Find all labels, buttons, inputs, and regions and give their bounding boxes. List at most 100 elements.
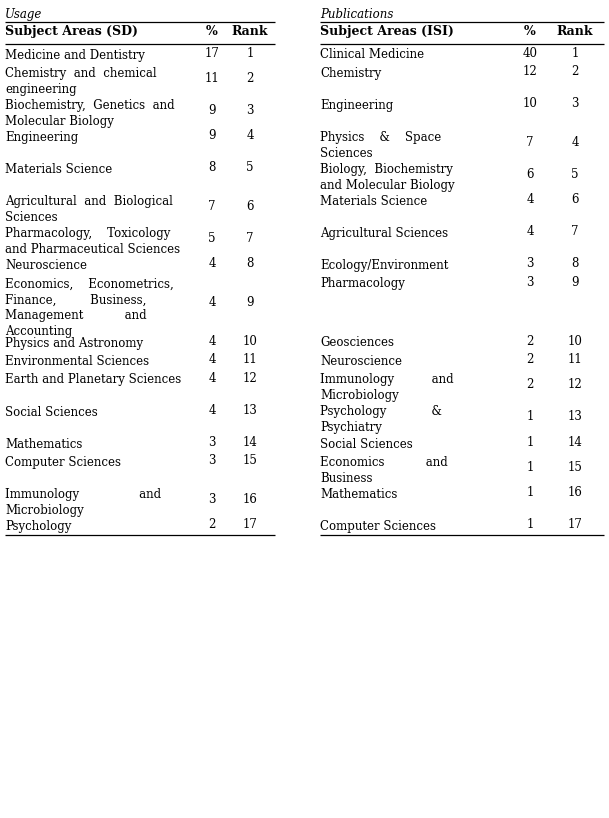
- Text: 4: 4: [246, 129, 254, 142]
- Text: 7: 7: [571, 225, 579, 238]
- Text: 11: 11: [242, 353, 258, 366]
- Text: 2: 2: [571, 65, 579, 79]
- Text: %: %: [206, 25, 218, 38]
- Text: 1: 1: [526, 486, 533, 499]
- Text: 4: 4: [208, 353, 216, 366]
- Text: 4: 4: [208, 296, 216, 309]
- Text: Biology,  Biochemistry
and Molecular Biology: Biology, Biochemistry and Molecular Biol…: [320, 163, 455, 192]
- Text: Physics    &    Space
Sciences: Physics & Space Sciences: [320, 131, 442, 160]
- Text: 3: 3: [246, 104, 254, 117]
- Text: Engineering: Engineering: [5, 131, 78, 144]
- Text: Neuroscience: Neuroscience: [320, 355, 402, 368]
- Text: 15: 15: [568, 461, 582, 474]
- Text: Chemistry  and  chemical
engineering: Chemistry and chemical engineering: [5, 67, 157, 96]
- Text: 16: 16: [242, 493, 258, 506]
- Text: 10: 10: [568, 335, 582, 348]
- Text: 1: 1: [571, 47, 579, 60]
- Text: 12: 12: [242, 371, 258, 384]
- Text: Rank: Rank: [557, 25, 593, 38]
- Text: 9: 9: [246, 296, 254, 309]
- Text: 17: 17: [568, 519, 582, 531]
- Text: Immunology                and
Microbiology: Immunology and Microbiology: [5, 488, 161, 517]
- Text: 7: 7: [526, 136, 533, 149]
- Text: Computer Sciences: Computer Sciences: [320, 520, 436, 533]
- Text: Neuroscience: Neuroscience: [5, 259, 87, 272]
- Text: 6: 6: [571, 193, 579, 206]
- Text: 9: 9: [208, 104, 216, 117]
- Text: 14: 14: [242, 436, 258, 449]
- Text: Computer Sciences: Computer Sciences: [5, 456, 121, 469]
- Text: Immunology          and
Microbiology: Immunology and Microbiology: [320, 374, 454, 402]
- Text: Mathematics: Mathematics: [320, 488, 398, 501]
- Text: 3: 3: [208, 454, 216, 467]
- Text: 1: 1: [526, 461, 533, 474]
- Text: 5: 5: [208, 232, 216, 245]
- Text: 6: 6: [246, 200, 254, 213]
- Text: 2: 2: [526, 335, 533, 348]
- Text: 1: 1: [526, 411, 533, 424]
- Text: 17: 17: [242, 519, 258, 531]
- Text: Psychology            &
Psychiatry: Psychology & Psychiatry: [320, 406, 442, 434]
- Text: Biochemistry,  Genetics  and
Molecular Biology: Biochemistry, Genetics and Molecular Bio…: [5, 99, 175, 128]
- Text: Medicine and Dentistry: Medicine and Dentistry: [5, 48, 145, 61]
- Text: 10: 10: [523, 97, 537, 110]
- Text: Physics and Astronomy: Physics and Astronomy: [5, 336, 143, 349]
- Text: 3: 3: [526, 257, 533, 270]
- Text: 14: 14: [568, 436, 582, 449]
- Text: 3: 3: [571, 97, 579, 110]
- Text: Subject Areas (ISI): Subject Areas (ISI): [320, 25, 454, 38]
- Text: Rank: Rank: [232, 25, 268, 38]
- Text: Economics           and
Business: Economics and Business: [320, 456, 448, 485]
- Text: Materials Science: Materials Science: [5, 163, 112, 176]
- Text: 11: 11: [205, 72, 219, 85]
- Text: 4: 4: [208, 257, 216, 270]
- Text: 5: 5: [571, 168, 579, 181]
- Text: Ecology/Environment: Ecology/Environment: [320, 259, 448, 272]
- Text: 4: 4: [526, 193, 533, 206]
- Text: Agricultural  and  Biological
Sciences: Agricultural and Biological Sciences: [5, 195, 173, 224]
- Text: 8: 8: [246, 257, 254, 270]
- Text: 1: 1: [246, 47, 254, 60]
- Text: Social Sciences: Social Sciences: [5, 406, 98, 419]
- Text: Environmental Sciences: Environmental Sciences: [5, 355, 149, 368]
- Text: 4: 4: [208, 404, 216, 416]
- Text: 17: 17: [205, 47, 219, 60]
- Text: 12: 12: [523, 65, 537, 79]
- Text: Social Sciences: Social Sciences: [320, 438, 413, 451]
- Text: 9: 9: [208, 129, 216, 142]
- Text: 11: 11: [568, 353, 582, 366]
- Text: 4: 4: [208, 371, 216, 384]
- Text: 8: 8: [208, 161, 216, 174]
- Text: 3: 3: [208, 436, 216, 449]
- Text: 6: 6: [526, 168, 533, 181]
- Text: 4: 4: [571, 136, 579, 149]
- Text: 7: 7: [208, 200, 216, 213]
- Text: 2: 2: [526, 353, 533, 366]
- Text: Subject Areas (SD): Subject Areas (SD): [5, 25, 138, 38]
- Text: 2: 2: [246, 72, 254, 85]
- Text: Geosciences: Geosciences: [320, 336, 394, 349]
- Text: Agricultural Sciences: Agricultural Sciences: [320, 227, 448, 240]
- Text: Engineering: Engineering: [320, 99, 393, 112]
- Text: 1: 1: [526, 519, 533, 531]
- Text: 13: 13: [242, 404, 258, 416]
- Text: Publications: Publications: [320, 8, 393, 21]
- Text: 15: 15: [242, 454, 258, 467]
- Text: 16: 16: [568, 486, 582, 499]
- Text: 4: 4: [208, 335, 216, 348]
- Text: Pharmacology: Pharmacology: [320, 277, 405, 290]
- Text: 12: 12: [568, 379, 582, 392]
- Text: 8: 8: [571, 257, 579, 270]
- Text: 13: 13: [568, 411, 582, 424]
- Text: 2: 2: [526, 379, 533, 392]
- Text: Clinical Medicine: Clinical Medicine: [320, 48, 424, 61]
- Text: Materials Science: Materials Science: [320, 195, 428, 208]
- Text: 3: 3: [526, 276, 533, 289]
- Text: Psychology: Psychology: [5, 520, 71, 533]
- Text: 7: 7: [246, 232, 254, 245]
- Text: 5: 5: [246, 161, 254, 174]
- Text: Economics,    Econometrics,
Finance,         Business,
Management           and
: Economics, Econometrics, Finance, Busine…: [5, 277, 174, 339]
- Text: 3: 3: [208, 493, 216, 506]
- Text: Pharmacology,    Toxicology
and Pharmaceutical Sciences: Pharmacology, Toxicology and Pharmaceuti…: [5, 227, 180, 256]
- Text: Chemistry: Chemistry: [320, 67, 381, 80]
